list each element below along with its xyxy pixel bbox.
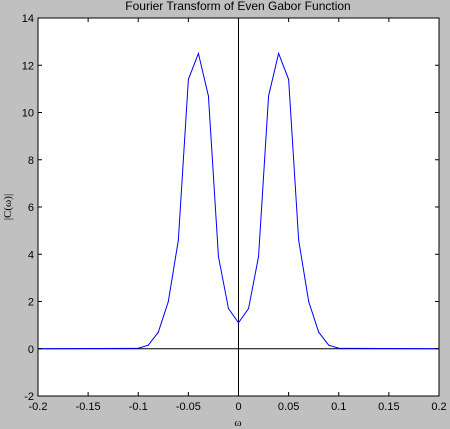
data-point [268,95,270,97]
x-tick-label: -0.2 [29,401,48,413]
y-tick-label: 2 [28,297,34,309]
x-axis-ticks: -0.2 -0.15 -0.1 -0.05 0 0.05 0.1 0.15 0.2 [29,18,447,413]
x-tick-label: 0.1 [331,401,346,413]
data-point [308,301,310,302]
y-tick-label: 10 [22,108,34,120]
x-tick-label: -0.1 [129,401,148,413]
y-tick-label: -2 [24,391,34,403]
data-point [227,308,229,310]
y-tick-label: 4 [28,249,34,261]
data-point [238,322,239,324]
x-tick-label: 0.05 [278,401,299,413]
y-axis-ticks: -2 0 2 4 6 8 10 12 14 [22,13,439,403]
data-point [187,78,189,80]
x-axis-label: ω [234,417,241,429]
x-tick-label: 0 [235,401,241,413]
x-tick-label: -0.05 [176,401,201,413]
data-point [318,331,320,333]
chart-title: Fourier Transform of Even Gabor Function [125,0,350,13]
data-point [147,344,149,346]
data-point [177,239,179,241]
y-axis-label: |C(ω)| [2,194,14,220]
series-group [37,51,440,350]
data-point [207,95,209,97]
data-point [298,239,300,241]
x-tick-label: -0.15 [76,401,101,413]
y-tick-label: 12 [22,60,34,72]
data-point [338,347,340,349]
x-tick-label: 0.15 [378,401,399,413]
data-point [197,52,199,54]
y-tick-label: 14 [22,13,34,25]
data-point [248,308,250,310]
y-tick-label: 0 [28,344,34,356]
data-point [278,52,280,54]
y-tick-label: 6 [28,202,34,214]
data-point [217,256,219,258]
data-point [157,331,159,333]
data-point [137,347,139,349]
x-tick-label: 0.2 [431,401,446,413]
data-point [167,301,169,302]
data-point [288,78,290,80]
data-point [258,256,260,258]
y-tick-label: 8 [28,155,34,167]
data-point [328,344,330,346]
